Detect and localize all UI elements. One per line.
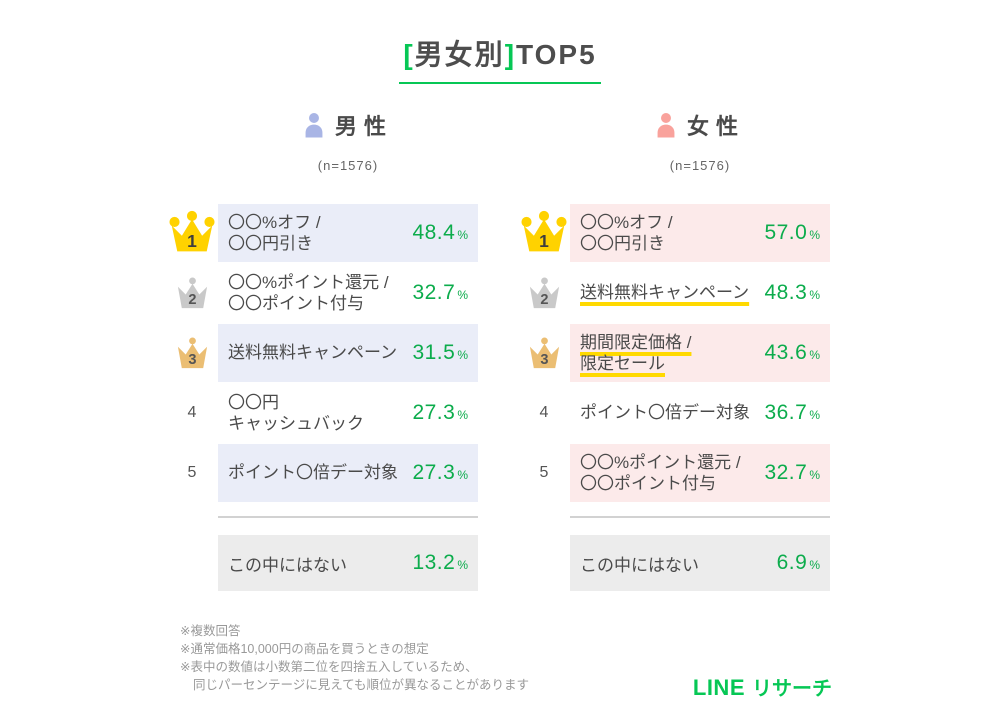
none-value: 6.9% [776,551,820,574]
item-value: 57.0% [764,221,820,244]
male-none-row: この中にはない 13.2% [218,535,478,591]
item-label: 〇〇%ポイント還元 / 〇〇ポイント付与 [228,272,389,313]
male-rank-row-4: 4 〇〇円 キャッシュバック 27.3% [166,384,478,442]
silver-crown-icon: 2 [166,264,218,322]
title-wrap: [男女別]TOP5 [0,33,1000,84]
item-label: 〇〇円 キャッシュバック [228,392,364,433]
none-label: この中にはない [580,555,699,575]
rank-item: 〇〇%ポイント還元 / 〇〇ポイント付与 32.7% [218,264,478,322]
female-rank-list: 1 〇〇%オフ / 〇〇円引き 57.0% 2 送料無料キャ [518,204,830,502]
item-value: 27.3% [412,401,468,424]
footnotes: ※複数回答 ※通常価格10,000円の商品を買うときの想定 ※表中の数値は小数第… [180,622,529,694]
gold-crown-icon: 1 [166,204,218,262]
svg-text:2: 2 [188,292,196,308]
item-value: 48.3% [764,281,820,304]
rank-item: 〇〇%オフ / 〇〇円引き 48.4% [218,204,478,262]
male-rank-list: 1 〇〇%オフ / 〇〇円引き 48.4% 2 〇〇%ポイン [166,204,478,502]
rank-item: 〇〇%オフ / 〇〇円引き 57.0% [570,204,830,262]
title-bracket-text: 男女別 [414,39,505,70]
item-value: 32.7% [764,461,820,484]
rank-number: 4 [187,404,197,421]
title-bracket-open: [ [403,39,415,70]
item-value: 32.7% [412,281,468,304]
item-value: 31.5% [412,341,468,364]
item-label: 〇〇%オフ / 〇〇円引き [580,212,673,253]
male-label: 男性 [334,114,393,139]
rank-item: 送料無料キャンペーン 31.5% [218,324,478,382]
logo-brand-text: LINE [692,675,745,700]
none-label: この中にはない [228,555,347,575]
gold-crown-icon: 1 [518,204,570,262]
line-research-logo: LINE リサーチ [693,672,832,701]
male-rank-row-1: 1 〇〇%オフ / 〇〇円引き 48.4% [166,204,478,262]
female-header: 女性 [570,108,830,142]
item-label: ポイント〇倍デー対象 [228,463,398,483]
male-rank-row-2: 2 〇〇%ポイント還元 / 〇〇ポイント付与 32.7% [166,264,478,322]
item-value: 36.7% [764,401,820,424]
svg-text:1: 1 [187,231,197,251]
item-value: 48.4% [412,221,468,244]
female-sample-size: (n=1576) [669,158,731,173]
footnote-line: 同じパーセンテージに見えても順位が異なることがあります [193,678,530,692]
female-rank-row-3: 3 期間限定価格 / 限定セール 43.6% [518,324,830,382]
svg-text:3: 3 [540,352,548,368]
item-value: 43.6% [764,341,820,364]
footnote-line: ※複数回答 [180,624,241,638]
rank-item: ポイント〇倍デー対象 27.3% [218,444,478,502]
item-value: 27.3% [412,461,468,484]
male-sample-size: (n=1576) [317,158,379,173]
rank-number: 5 [539,464,549,481]
divider [218,516,478,518]
item-label: 送料無料キャンペーン [228,343,398,363]
male-header: 男性 [218,108,478,142]
svg-text:2: 2 [540,292,548,308]
male-column: 男性 (n=1576) 1 〇〇%オフ / 〇〇円引き 48.4% [166,108,478,591]
female-none-row: この中にはない 6.9% [570,535,830,591]
item-label-highlighted: 送料無料キャンペーン [580,283,750,303]
rank-number: 5 [187,464,197,481]
female-rank-row-5: 5 〇〇%ポイント還元 / 〇〇ポイント付与 32.7% [518,444,830,502]
divider [570,516,830,518]
female-rank-row-1: 1 〇〇%オフ / 〇〇円引き 57.0% [518,204,830,262]
logo-suffix-text: リサーチ [752,678,832,700]
rank-number: 4 [539,404,549,421]
none-value: 13.2% [412,551,468,574]
rank-item: 送料無料キャンペーン 48.3% [570,264,830,322]
female-column: 女性 (n=1576) 1 〇〇%オフ / 〇〇円引き 57.0% [518,108,830,591]
rank-item: 期間限定価格 / 限定セール 43.6% [570,324,830,382]
item-label: 〇〇%オフ / 〇〇円引き [228,212,321,253]
svg-text:3: 3 [188,352,196,368]
footnote-line: ※通常価格10,000円の商品を買うときの想定 [180,642,429,656]
male-person-icon [305,113,323,138]
rank-item: 〇〇円 キャッシュバック 27.3% [218,384,478,442]
item-label: ポイント〇倍デー対象 [580,403,750,423]
female-rank-row-4: 4 ポイント〇倍デー対象 36.7% [518,384,830,442]
item-label: 〇〇%ポイント還元 / 〇〇ポイント付与 [580,452,741,493]
bronze-crown-icon: 3 [166,324,218,382]
rank-item: ポイント〇倍デー対象 36.7% [570,384,830,442]
male-rank-row-5: 5 ポイント〇倍デー対象 27.3% [166,444,478,502]
item-label-highlighted: 期間限定価格 / 限定セール [580,332,692,373]
page-title: [男女別]TOP5 [399,33,601,84]
male-rank-row-3: 3 送料無料キャンペーン 31.5% [166,324,478,382]
bronze-crown-icon: 3 [518,324,570,382]
footnote-line: ※表中の数値は小数第二位を四捨五入しているため、 [180,660,478,674]
title-suffix: TOP5 [516,39,597,70]
silver-crown-icon: 2 [518,264,570,322]
female-person-icon [657,113,675,138]
title-bracket-close: ] [504,39,517,70]
female-label: 女性 [686,114,745,139]
female-rank-row-2: 2 送料無料キャンペーン 48.3% [518,264,830,322]
svg-text:1: 1 [539,231,549,251]
rank-item: 〇〇%ポイント還元 / 〇〇ポイント付与 32.7% [570,444,830,502]
